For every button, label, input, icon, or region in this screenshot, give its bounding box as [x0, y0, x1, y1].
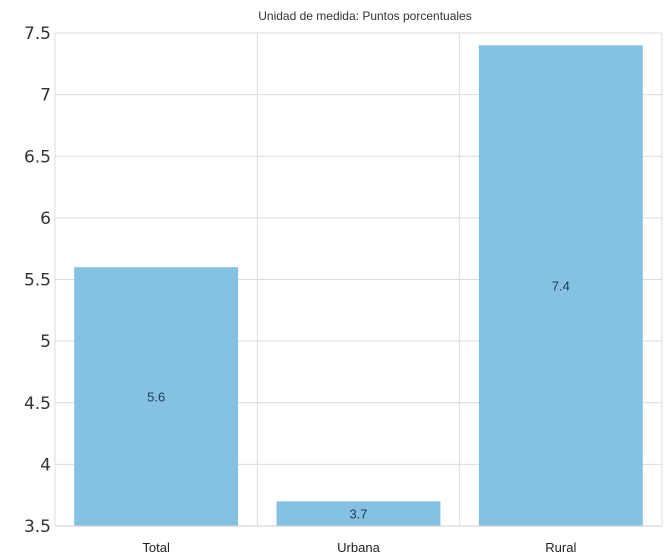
- y-tick-label: 7: [40, 86, 51, 106]
- bar-urbana: [276, 501, 441, 526]
- x-tick-label: Urbana: [337, 540, 380, 555]
- y-tick-label: 6.5: [24, 147, 51, 167]
- labels-layer: 5.6 3.7 7.4: [147, 279, 570, 522]
- y-axis: 3.5 4 4.5 5 5.5 6 6.5 7 7.5: [24, 24, 51, 537]
- y-tick-label: 5.5: [24, 271, 51, 291]
- data-label-urbana: 3.7: [349, 507, 367, 522]
- y-tick-label: 4.5: [24, 394, 51, 414]
- x-tick-label: Rural: [545, 540, 576, 555]
- x-axis: Total Urbana Rural: [55, 525, 662, 555]
- y-tick-label: 7.5: [24, 24, 51, 44]
- data-label-total: 5.6: [147, 390, 165, 405]
- bar-rural: [478, 45, 643, 526]
- data-label-rural: 7.4: [552, 279, 570, 294]
- bars-layer: [74, 45, 643, 526]
- bar-total: [74, 267, 239, 526]
- y-tick-label: 4: [40, 455, 51, 475]
- y-tick-label: 6: [40, 209, 51, 229]
- chart-title: Unidad de medida: Puntos porcentuales: [258, 9, 471, 23]
- y-tick-label: 5: [40, 332, 51, 352]
- x-tick-label: Total: [142, 540, 170, 555]
- y-tick-label: 3.5: [24, 517, 51, 537]
